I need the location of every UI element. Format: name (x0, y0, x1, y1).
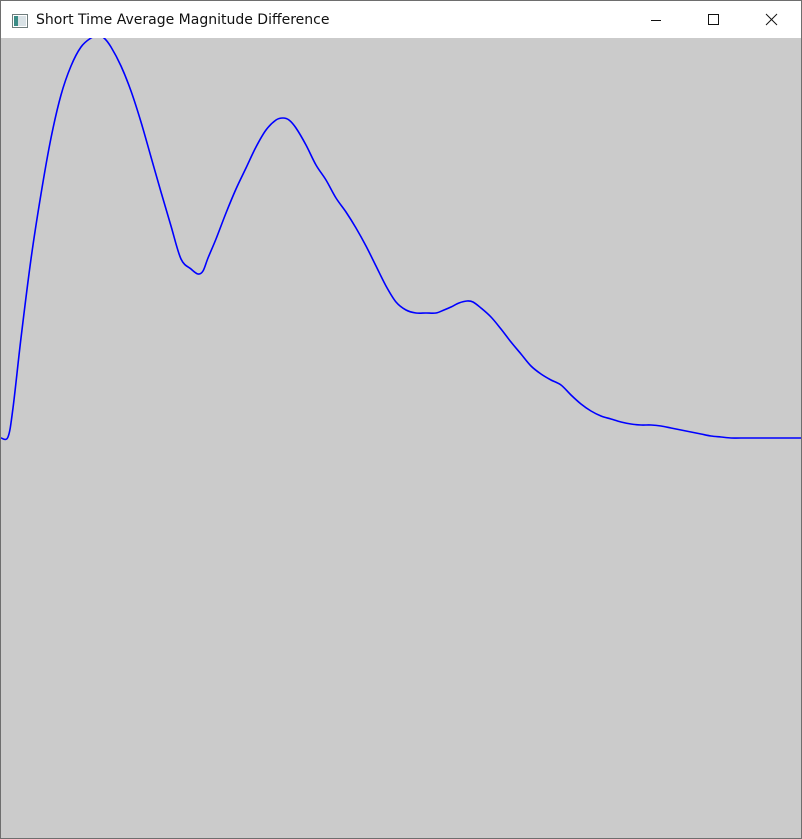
title-bar[interactable]: Short Time Average Magnitude Difference (1, 1, 801, 38)
amdf-plot (1, 38, 801, 838)
maximize-button[interactable] (685, 1, 743, 38)
minimize-button[interactable] (627, 1, 685, 38)
plot-background (1, 38, 801, 838)
plot-area (1, 38, 801, 838)
close-button[interactable] (743, 1, 801, 38)
close-icon (765, 13, 778, 26)
amdf-curve-line (1, 38, 801, 441)
window-title: Short Time Average Magnitude Difference (36, 12, 330, 28)
maximize-icon (708, 14, 719, 25)
app-window-icon[interactable] (12, 13, 28, 28)
